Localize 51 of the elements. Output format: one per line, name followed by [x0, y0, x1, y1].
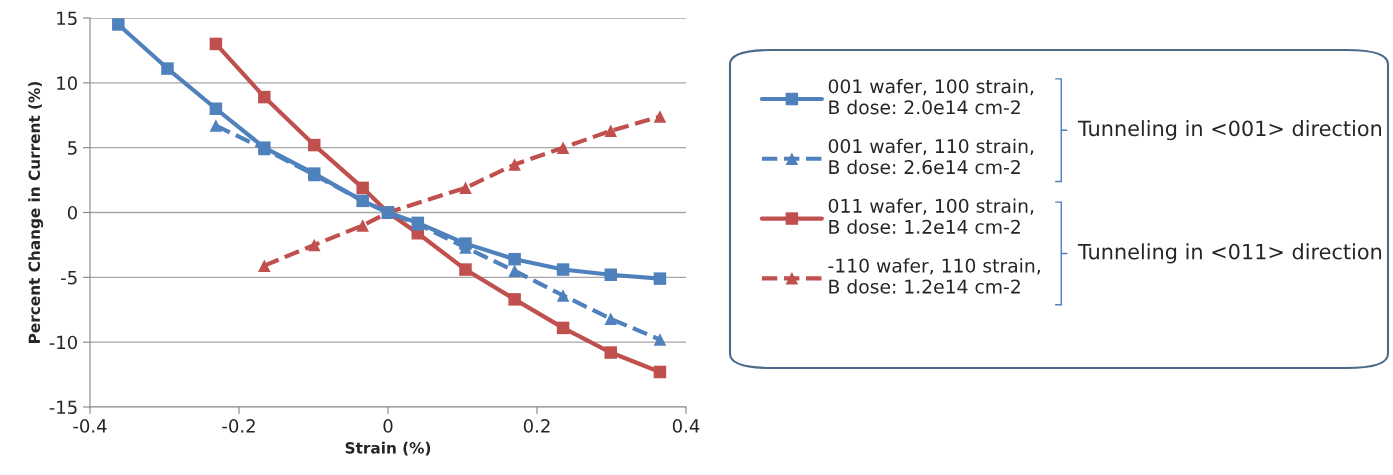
- point: [508, 252, 521, 266]
- y-tick-label: -15: [49, 400, 77, 415]
- legend-label: -110 wafer, 110 strain, B dose: 1.2e14 cm-2: [828, 258, 1040, 294]
- point: [604, 312, 618, 326]
- text: Tunneling in <001> direction: [1077, 120, 1382, 141]
- point: [653, 333, 667, 346]
- point: [459, 181, 472, 195]
- point: [307, 138, 321, 152]
- point: [356, 219, 369, 232]
- point: [508, 264, 521, 278]
- point: [508, 158, 521, 171]
- x-tick-label: 0: [383, 419, 393, 433]
- point: [209, 37, 223, 51]
- point: [161, 62, 174, 75]
- y-tick-label: 0: [67, 205, 77, 220]
- x-tick-label: -0.2: [222, 419, 255, 433]
- point: [209, 102, 223, 116]
- legend-label: 011 wafer, 100 strain, B dose: 1.2e14 cm-2: [828, 198, 1034, 234]
- x-tick-label: 0.4: [672, 419, 700, 433]
- point: [258, 259, 271, 272]
- legend-label: 001 wafer, 100 strain, B dose: 2.0e14 cm-2: [828, 78, 1034, 115]
- point: [604, 268, 618, 281]
- y-tick-label: -5: [61, 271, 77, 285]
- point: [258, 90, 271, 104]
- point: [356, 194, 369, 208]
- point: [459, 237, 472, 250]
- point: [459, 263, 472, 276]
- legend-label: 001 wafer, 110 strain, B dose: 2.6e14 cm-2: [828, 138, 1034, 175]
- point: [356, 181, 369, 195]
- text: Tunneling in <011> direction: [1077, 243, 1382, 264]
- point: [653, 365, 667, 379]
- point: [556, 321, 570, 335]
- point: [112, 18, 125, 31]
- y-tick-label: -10: [49, 335, 77, 350]
- y-tick-label: 5: [68, 141, 77, 155]
- point: [209, 119, 223, 132]
- y-tick-label: 10: [57, 76, 77, 90]
- point: [556, 263, 570, 276]
- y-tick-label: 15: [57, 11, 77, 26]
- point: [556, 289, 570, 302]
- x-axis-title: Strain (%): [345, 441, 431, 456]
- point: [604, 346, 618, 359]
- x-tick-label: 0.2: [523, 419, 550, 433]
- point: [604, 124, 618, 138]
- point: [653, 272, 667, 285]
- point: [653, 110, 667, 123]
- point: [508, 293, 521, 306]
- point: [307, 238, 321, 252]
- x-tick-label: -0.4: [73, 419, 107, 433]
- y-axis-title: Percent Change in Current (%): [28, 82, 44, 343]
- point: [556, 141, 570, 154]
